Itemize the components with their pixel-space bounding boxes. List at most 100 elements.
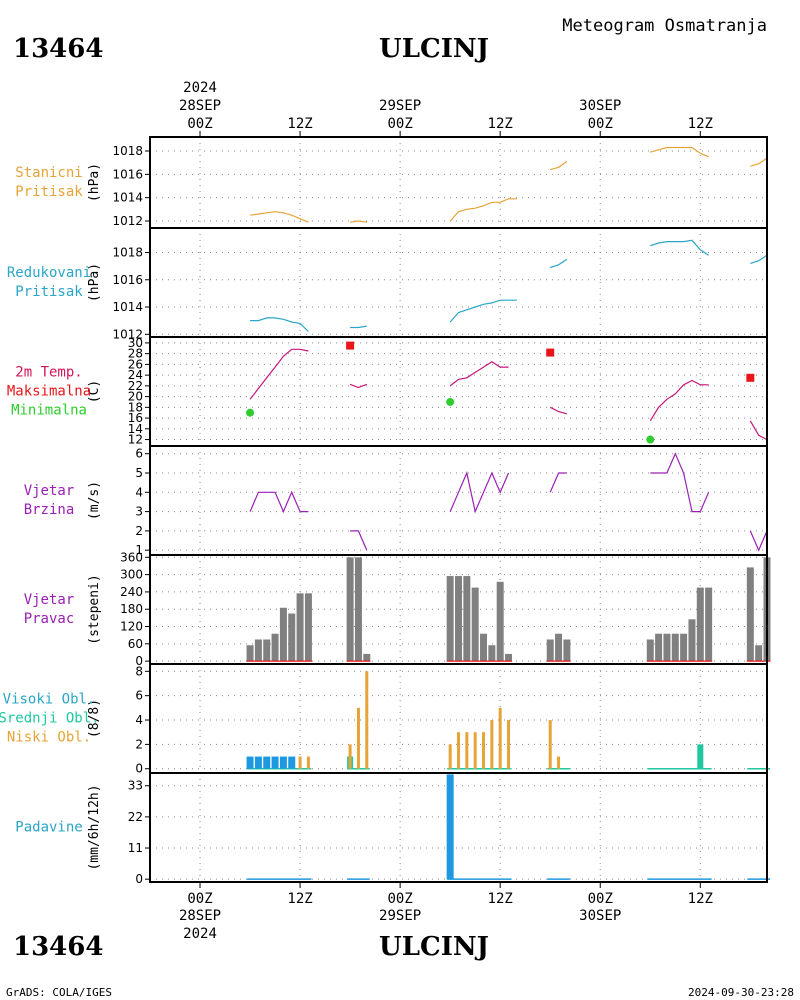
time-tick-label-5: 12Z: [688, 891, 713, 907]
y-tick-label-3: 6: [135, 689, 143, 703]
date-label-1: 29SEP: [379, 908, 421, 924]
station-name-top: ULCINJ: [379, 34, 489, 64]
high-cloud-bar-2: [263, 756, 271, 769]
low-cloud-bar-3: [356, 707, 360, 769]
high-cloud-bar-5: [288, 756, 296, 769]
wind-direction-bar-16: [488, 645, 496, 662]
wind-direction-bar-3: [271, 633, 279, 662]
wind-direction-bar-27: [688, 619, 696, 662]
y-tick-label-0: 0: [135, 654, 143, 668]
wind-direction-bar-9: [354, 557, 362, 662]
wind-direction-bar-12: [455, 576, 462, 662]
legend-label-1: Pritisak: [15, 184, 83, 200]
y-tick-label-4: 20: [128, 390, 143, 404]
legend-label-0: Vjetar: [24, 483, 75, 499]
wind-direction-bar-18: [505, 653, 513, 662]
station-name-bottom: ULCINJ: [379, 932, 489, 962]
y-tick-label-9: 30: [128, 336, 143, 350]
y-tick-label-0: 0: [135, 762, 143, 776]
wind-direction-bar-25: [671, 633, 679, 662]
wind-direction-bar-0: [246, 645, 254, 662]
wind-direction-bar-21: [563, 639, 571, 662]
high-cloud-bar-3: [271, 756, 279, 769]
wind-direction-bar-31: [755, 645, 763, 662]
low-cloud-bar-0: [298, 756, 302, 769]
legend-label-2: Minimalna: [11, 403, 87, 419]
reduced_pressure-segment-2: [449, 299, 517, 323]
low-cloud-bar-13: [548, 720, 552, 769]
product-title: Meteogram Osmatranja: [562, 16, 767, 36]
low-cloud-bar-6: [457, 732, 460, 769]
wind-direction-bar-10: [363, 653, 371, 662]
legend-label-2: Niski Obl.: [7, 730, 91, 746]
time-tick-label-2: 00Z: [387, 116, 412, 132]
panel-station_pressure: 1012 1014 1016 1018 (hPa) Stanicni Pritisak: [15, 136, 768, 229]
reduced_pressure-segment-5: [750, 254, 768, 264]
y-tick-label-1: 11: [128, 841, 143, 855]
temperature-segment-4: [649, 379, 709, 422]
station_pressure-segment-0: [250, 211, 309, 223]
high-cloud-bar-0: [246, 756, 254, 769]
middle-cloud-bar-1: [697, 744, 704, 769]
y-tick-label-3: 180: [120, 602, 143, 616]
temperature-segment-2: [449, 360, 509, 387]
y-tick-label-3: 33: [128, 779, 143, 793]
wind-direction-bar-2: [263, 639, 271, 662]
time-axis-bottom: 00Z 12Z 00Z 12Z 00Z 12Z 28SEP 2024 29SEP 30SEP: [179, 882, 713, 942]
time-tick-label-5: 12Z: [688, 116, 713, 132]
wind_speed-segment-2: [449, 471, 510, 514]
y-tick-label-5: 22: [128, 379, 143, 393]
y-tick-label-4: 5: [135, 466, 143, 480]
wind-direction-bar-14: [471, 587, 479, 662]
reduced_pressure-segment-4: [650, 239, 709, 256]
y-tick-label-4: 8: [135, 664, 143, 678]
wind-direction-bar-5: [288, 613, 296, 662]
wind-direction-bar-1: [254, 639, 262, 662]
year-label-0: 2024: [183, 80, 217, 96]
y-tick-label-1: 60: [128, 637, 143, 651]
panel-frame-precipitation: [149, 772, 768, 883]
legend-label-0: Visoki Obl.: [3, 692, 96, 708]
legend-label-1: Srednji Obl.: [0, 711, 100, 727]
legend-label-0: Stanicni: [15, 165, 82, 181]
panel-frame-station_pressure: [149, 136, 768, 229]
wind-direction-bar-15: [480, 633, 488, 662]
y-tick-label-1: 14: [128, 422, 143, 436]
time-tick-label-4: 00Z: [588, 891, 613, 907]
y-tick-label-3: 1018: [112, 246, 143, 260]
legend-label-0: Redukovani: [7, 265, 91, 281]
y-axis-label: (hPa): [87, 163, 102, 202]
min-temp-point-2: [646, 435, 655, 444]
low-cloud-bar-2: [348, 744, 352, 769]
generated-timestamp: 2024-09-30-23:28: [688, 986, 794, 999]
legend-label-0: Padavine: [15, 820, 82, 836]
y-tick-label-0: 1: [135, 543, 143, 557]
max-temp-point-0: [346, 341, 355, 350]
y-tick-label-6: 24: [128, 368, 143, 382]
wind-direction-bar-19: [546, 639, 554, 662]
y-tick-label-6: 360: [120, 550, 143, 564]
date-label-0: 28SEP: [179, 908, 221, 924]
panel-wind_speed: 1 2 3 4 5 6 (m/s) Vjetar Brzina: [24, 445, 768, 557]
y-tick-label-2: 4: [135, 713, 143, 727]
reduced_pressure-segment-1: [350, 325, 367, 329]
wind-direction-bar-4: [279, 607, 287, 662]
time-axis-top: 00Z 12Z 00Z 12Z 00Z 12Z 28SEP 2024 29SEP 30SEP: [179, 80, 713, 137]
time-tick-label-3: 12Z: [488, 891, 513, 907]
temperature-segment-0: [249, 348, 309, 400]
software-credit: GrADS: COLA/IGES: [6, 986, 112, 999]
time-tick-label-1: 12Z: [287, 891, 312, 907]
low-cloud-bar-11: [498, 707, 502, 769]
y-tick-label-3: 18: [128, 400, 143, 414]
legend-label-1: Pravac: [24, 611, 75, 627]
y-tick-label-5: 6: [135, 447, 143, 461]
y-tick-label-2: 1016: [112, 273, 143, 287]
max-temp-point-1: [546, 348, 555, 357]
y-tick-label-4: 240: [120, 585, 143, 599]
y-tick-label-5: 300: [120, 568, 143, 582]
wind_speed-segment-1: [350, 530, 368, 551]
wind_speed-segment-3: [549, 472, 567, 493]
date-label-1: 29SEP: [379, 98, 421, 114]
date-label-0: 28SEP: [179, 98, 221, 114]
